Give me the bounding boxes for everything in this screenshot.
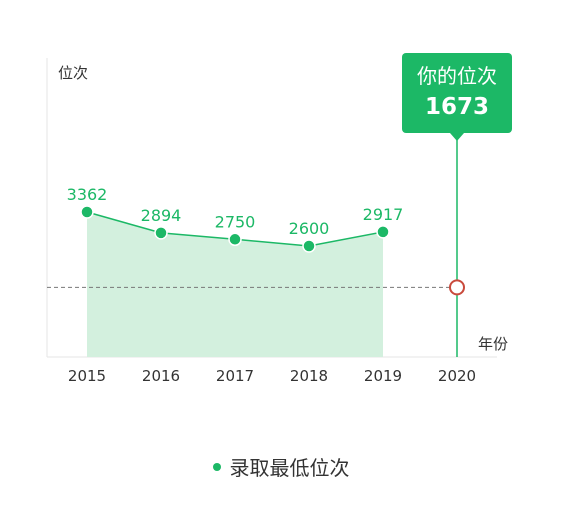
x-tick-label: 2020: [438, 367, 476, 385]
x-tick-label: 2017: [216, 367, 254, 385]
x-tick-label: 2018: [290, 367, 328, 385]
x-tick-label: 2019: [364, 367, 402, 385]
data-label: 2750: [215, 212, 256, 231]
x-tick-label: 2016: [142, 367, 180, 385]
data-label: 3362: [67, 185, 108, 204]
data-label: 2894: [141, 206, 182, 225]
data-point: [228, 232, 242, 247]
data-label: 2600: [289, 219, 330, 238]
legend-label: 录取最低位次: [229, 456, 350, 480]
data-point: [302, 239, 316, 253]
callout-pointer: [450, 133, 464, 141]
x-tick-label: 2015: [68, 367, 106, 385]
x-axis-label: 年份: [478, 335, 508, 353]
legend: 录取最低位次: [0, 452, 562, 481]
data-label: 2917: [363, 205, 404, 224]
callout-value: 1673: [425, 94, 489, 120]
y-axis-label: 位次: [58, 64, 88, 82]
callout-box: [402, 53, 512, 133]
highlight-marker: [449, 279, 465, 296]
data-point: [376, 225, 390, 239]
legend-dot: [212, 462, 221, 471]
data-point: [154, 226, 168, 240]
callout-title: 你的位次: [417, 64, 497, 88]
data-point: [80, 205, 94, 219]
